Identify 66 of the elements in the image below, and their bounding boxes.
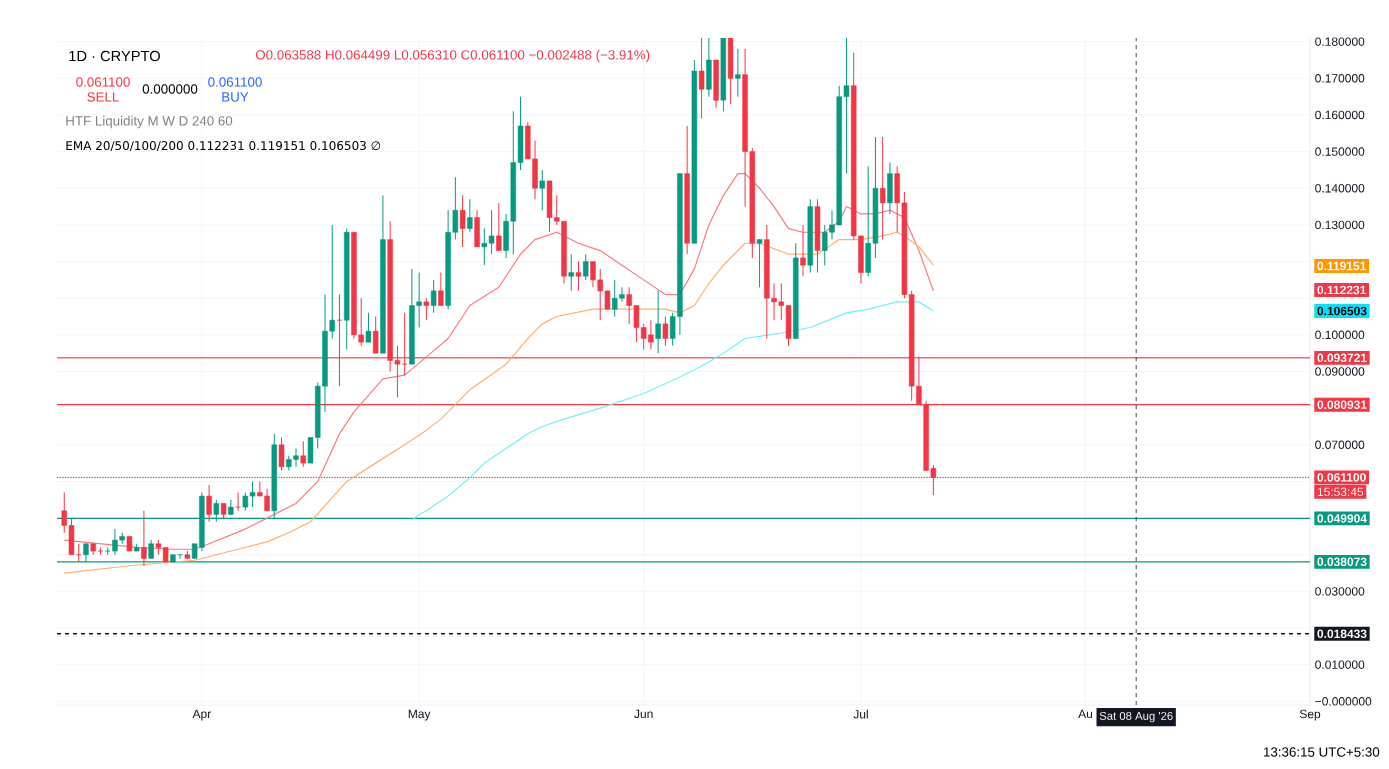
text: 0.112231 [1317,285,1366,295]
annotation: O0.063588 H0.064499 L0.056310 C0.061100 −0.002488 (−3.91%) [255,49,650,63]
y-tick-label: 0.160000 [1315,110,1365,120]
y-tick-label: 0.100000 [1315,330,1365,340]
line-series [411,301,934,521]
candlestick [148,539,154,559]
y-tick-label: 0.180000 [1315,37,1365,46]
candlestick [756,239,763,288]
candlestick [879,136,886,241]
candlestick [438,272,444,307]
candlestick [423,297,430,321]
x-tick-label: Apr [192,709,212,721]
candlestick [539,169,546,211]
ref-line-label: 0.038073 [1317,557,1367,567]
ref-line-label: 0.080931 [1317,400,1367,409]
y-tick-label: 0.130000 [1315,220,1365,230]
candlestick [459,195,466,248]
candlestick [698,38,705,120]
candlestick [300,440,306,468]
candlestick [735,48,741,98]
text: 13:36:15 UTC+5:30 [1264,747,1380,757]
candlestick [655,290,661,354]
candlestick [430,279,437,314]
y-tick-label: 0.030000 [1315,587,1365,596]
candlestick [141,510,147,567]
text: 15:53:45 [1317,487,1364,497]
y-tick-label: 0.150000 [1315,147,1365,156]
candlestick [575,261,582,292]
candlestick [177,554,183,559]
text: 0.106503 [1317,306,1367,316]
candlestick [800,224,806,277]
candlestick [365,312,372,343]
annotation: EMA 20/50/100/200 0.112231 0.119151 0.106503 ∅ [66,140,381,151]
candlestick [278,436,285,471]
y-tick-label: 0.090000 [1315,367,1365,376]
annotation: HTF Liquidity M W D 240 60 [66,115,233,129]
ref-line-label: 0.049904 [1317,514,1367,523]
candlestick [496,202,502,252]
candlestick [206,484,212,523]
annotation: 0.000000 [142,84,198,94]
y-tick-label: 0.010000 [1315,660,1365,669]
x-tick-label: Jun [634,709,653,719]
y-tick-label: 0.140000 [1315,184,1365,193]
annotation: SELL [87,92,119,102]
text: 0.119151 [1317,261,1366,271]
ref-line-label: 0.018433 [1317,629,1367,639]
ref-line-label: Sat 08 Aug '26 [1099,711,1173,723]
y-tick-label: 0.070000 [1315,440,1365,450]
x-tick-label: Jul [853,709,868,719]
candlestick [583,253,589,281]
y-tick-label: −0.000000 [1315,697,1372,706]
ref-line-label: 0.061100 [1317,473,1366,482]
annotation: 0.061100 [208,77,262,87]
x-tick-label: May [408,709,431,721]
annotation: BUY [222,92,249,102]
x-tick-label: Au [1078,709,1093,719]
annotation: 0.061100 [76,77,130,87]
candlestick [467,198,473,233]
x-tick-label: Sep [1299,709,1321,721]
y-tick-label: 0.170000 [1315,74,1365,83]
candlestick [372,316,379,354]
text: 1D · CRYPTO [69,50,160,62]
candlestick [662,316,669,347]
ref-line-label: 0.093721 [1317,353,1367,363]
candlestick [235,491,241,512]
candlestick [568,253,574,292]
